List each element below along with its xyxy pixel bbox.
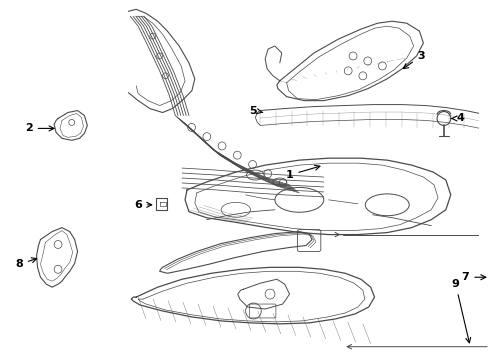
Text: 5: 5 — [249, 105, 262, 116]
Text: 1: 1 — [285, 165, 319, 180]
Text: 2: 2 — [25, 123, 54, 134]
Text: 6: 6 — [134, 200, 151, 210]
Text: 8: 8 — [15, 258, 37, 269]
Text: 7: 7 — [461, 272, 485, 282]
Text: 3: 3 — [403, 51, 425, 68]
Text: 4: 4 — [450, 113, 464, 123]
Text: 9: 9 — [451, 279, 470, 343]
